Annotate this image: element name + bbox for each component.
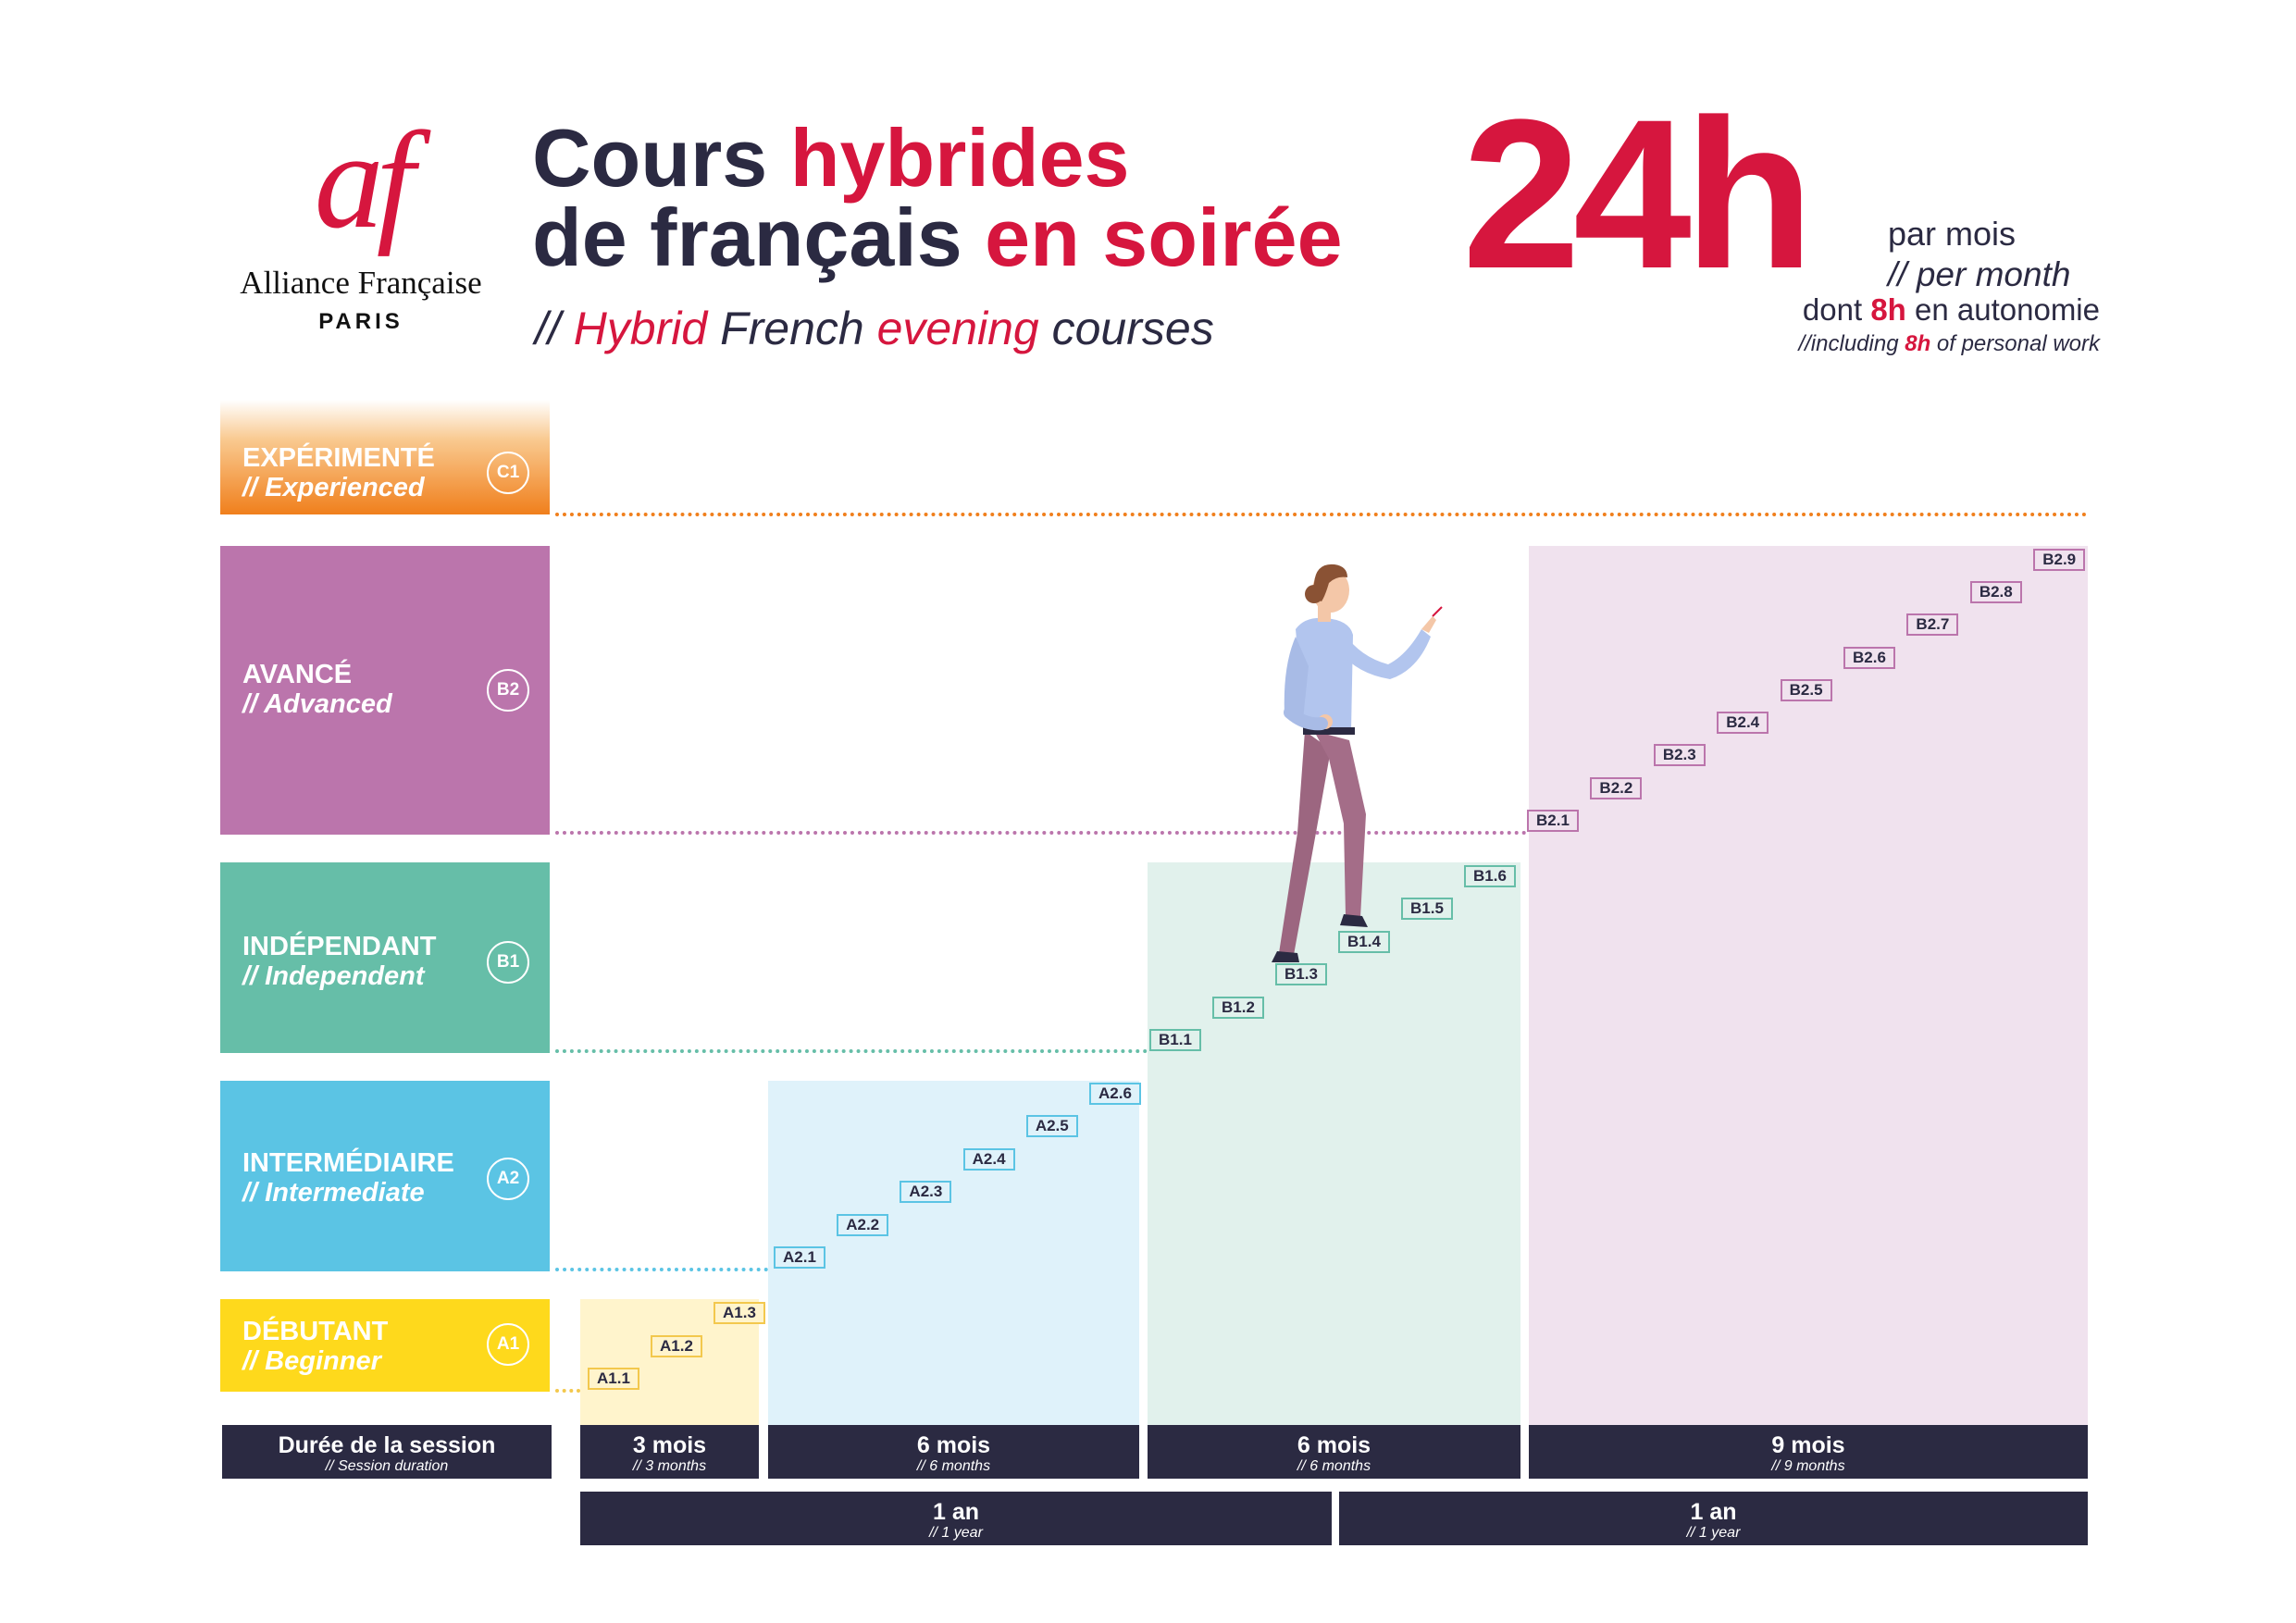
per-month-fr: par mois (1888, 215, 2017, 253)
step-b1-6: B1.6 (1464, 865, 1516, 887)
step-b1-1: B1.1 (1149, 1029, 1201, 1051)
duration-fr: 6 mois (916, 1432, 991, 1458)
logo-city: PARIS (318, 309, 403, 334)
dotted-line-a2 (555, 1268, 768, 1271)
step-b2-5: B2.5 (1780, 678, 1832, 701)
step-b2-9: B2.9 (2033, 548, 2086, 571)
subtitle-part: French (707, 303, 877, 354)
step-b2-4: B2.4 (1717, 712, 1769, 735)
autonomy-fr-part: dont (1802, 292, 1871, 327)
step-b1-2: B1.2 (1212, 996, 1264, 1019)
subtitle-highlight: Hybrid (573, 303, 708, 354)
year-fr: 1 an (932, 1499, 980, 1525)
year-2-duration: 1 an // 1 year (1339, 1492, 2088, 1545)
session-b1-duration: 6 mois // 6 months (1148, 1425, 1520, 1479)
level-label-en: // Experienced (242, 473, 425, 502)
logo-monogram: af (314, 104, 416, 257)
step-b2-2: B2.2 (1590, 776, 1643, 799)
title-part: Cours (532, 112, 790, 204)
level-badge: C1 (487, 452, 529, 494)
year-1-duration: 1 an // 1 year (580, 1492, 1332, 1545)
duration-fr: 9 mois (1771, 1432, 1845, 1458)
duration-label-en: // Session duration (325, 1458, 449, 1474)
level-label-en: // Advanced (242, 689, 392, 719)
level-badge: B2 (487, 669, 529, 712)
page-subtitle: // Hybrid French evening courses (535, 302, 1214, 355)
alliance-francaise-logo: af Alliance Française PARIS (213, 111, 509, 361)
step-b2-7: B2.7 (1906, 613, 1959, 637)
autonomy-en-part: of personal work (1930, 331, 2100, 356)
per-month-en: // per month (1888, 255, 2071, 293)
per-month-label: par mois // per month (1888, 215, 2101, 294)
duration-fr: 6 mois (1297, 1432, 1371, 1458)
session-b2-duration: 9 mois // 9 months (1529, 1425, 2088, 1479)
level-c1: EXPÉRIMENTÉ // Experienced C1 (220, 400, 550, 514)
session-a2-duration: 6 mois // 6 months (768, 1425, 1139, 1479)
step-b1-3: B1.3 (1275, 963, 1327, 986)
step-a2-4: A2.4 (962, 1147, 1015, 1171)
zone-a2 (768, 1081, 1139, 1434)
page-title: Cours hybrides de français en soirée (532, 118, 1458, 279)
level-label-fr: INDÉPENDANT (242, 932, 437, 961)
step-b2-1: B2.1 (1527, 810, 1579, 832)
step-b2-3: B2.3 (1653, 744, 1706, 767)
autonomy-fr-hours: 8h (1870, 292, 1906, 327)
step-a1-2: A1.2 (651, 1334, 702, 1357)
level-label-en: // Beginner (242, 1346, 381, 1376)
dotted-line-c1 (555, 513, 2088, 516)
level-label-en: // Intermediate (242, 1178, 425, 1208)
year-en: // 1 year (929, 1525, 983, 1541)
session-duration-label: Durée de la session // Session duration (222, 1425, 552, 1479)
step-b2-6: B2.6 (1843, 646, 1895, 669)
duration-fr: 3 mois (632, 1432, 707, 1458)
autonomy-en-part: //including (1798, 331, 1905, 356)
year-fr: 1 an (1690, 1499, 1737, 1525)
level-a1: DÉBUTANT // Beginner A1 (220, 1299, 550, 1392)
title-highlight: hybrides (789, 112, 1130, 204)
step-a1-3: A1.3 (714, 1302, 765, 1324)
duration-en: // 6 months (1297, 1458, 1371, 1474)
level-a2: INTERMÉDIAIRE // Intermediate A2 (220, 1081, 550, 1271)
dotted-line-a1 (555, 1389, 580, 1393)
step-a2-1: A2.1 (774, 1246, 825, 1269)
subtitle-highlight: evening (876, 303, 1039, 354)
duration-label-fr: Durée de la session (278, 1432, 496, 1458)
step-a2-2: A2.2 (837, 1213, 889, 1236)
level-label-fr: INTERMÉDIAIRE (242, 1148, 454, 1178)
step-b1-4: B1.4 (1338, 930, 1390, 953)
level-b1: INDÉPENDANT // Independent B1 (220, 862, 550, 1053)
zone-b1 (1148, 862, 1520, 1434)
level-label-fr: DÉBUTANT (242, 1317, 389, 1346)
duration-en: // 3 months (632, 1458, 707, 1474)
title-part: de français (532, 192, 986, 283)
level-b2: AVANCÉ // Advanced B2 (220, 546, 550, 835)
step-a2-5: A2.5 (1025, 1115, 1078, 1138)
level-badge: A1 (487, 1323, 529, 1366)
hours-value: 24h (1462, 75, 1814, 313)
logo-name: Alliance Française (240, 265, 482, 301)
dotted-line-b2 (555, 831, 1527, 835)
level-badge: A2 (487, 1158, 529, 1200)
duration-en: // 6 months (916, 1458, 991, 1474)
autonomy-fr-part: en autonomie (1905, 292, 2100, 327)
level-label-fr: AVANCÉ (242, 660, 353, 689)
session-a1-duration: 3 mois // 3 months (580, 1425, 759, 1479)
level-badge: B1 (487, 941, 529, 984)
climbing-woman-illustration (1272, 564, 1443, 962)
dotted-line-b1 (555, 1049, 1148, 1053)
subtitle-part: // (535, 303, 574, 354)
level-label-en: // Independent (242, 961, 425, 991)
step-a2-6: A2.6 (1089, 1083, 1141, 1105)
title-highlight: en soirée (985, 192, 1343, 283)
level-label-fr: EXPÉRIMENTÉ (242, 443, 435, 473)
step-a2-3: A2.3 (900, 1181, 952, 1204)
duration-en: // 9 months (1771, 1458, 1845, 1474)
step-a1-1: A1.1 (588, 1368, 639, 1390)
year-en: // 1 year (1686, 1525, 1741, 1541)
autonomy-en-hours: 8h (1905, 331, 1931, 356)
step-b1-5: B1.5 (1401, 898, 1453, 921)
step-b2-8: B2.8 (1969, 580, 2022, 603)
subtitle-part: courses (1038, 303, 1214, 354)
autonomy-note: dont 8h en autonomie //including 8h of p… (1798, 292, 2100, 357)
